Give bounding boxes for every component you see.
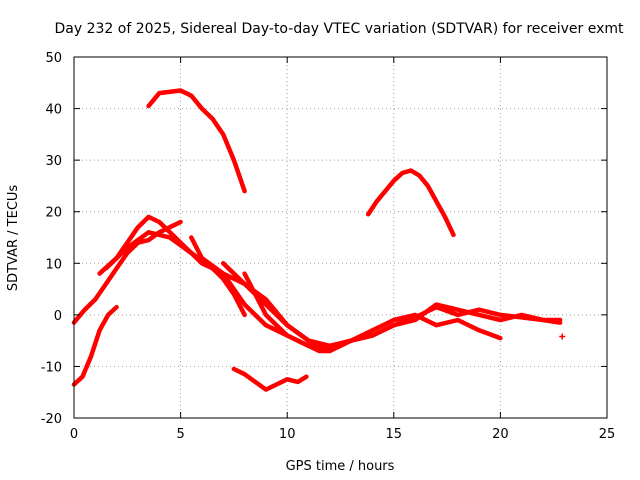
x-tick-label: 5 xyxy=(176,427,184,442)
series-pass-i xyxy=(231,366,309,392)
x-tick-label: 25 xyxy=(599,427,616,442)
plus-marker xyxy=(559,333,566,340)
series-pass-g xyxy=(220,261,563,349)
y-tick-label: 30 xyxy=(45,154,62,169)
series-pass-c xyxy=(97,214,247,318)
series-pass-j xyxy=(365,168,456,238)
series-pass-h xyxy=(242,271,563,351)
y-tick-label: 10 xyxy=(45,257,62,272)
y-tick-label: -10 xyxy=(41,360,62,375)
plot-frame xyxy=(73,56,608,419)
series-pass-a xyxy=(71,304,119,387)
y-tick-label: 20 xyxy=(45,206,62,221)
y-tick-label: 0 xyxy=(54,309,62,324)
x-tick-label: 0 xyxy=(70,427,78,442)
x-tick-label: 15 xyxy=(386,427,403,442)
axis-ticks: 0 5 10 15 20 25 -20 -10 0 10 20 30 40 50 xyxy=(41,51,616,442)
chart-title: Day 232 of 2025, Sidereal Day-to-day VTE… xyxy=(55,21,625,37)
x-tick-label: 20 xyxy=(492,427,509,442)
x-axis-label: GPS time / hours xyxy=(286,459,395,474)
y-tick-label: 40 xyxy=(45,103,62,118)
y-axis-label: SDTVAR / TECUs xyxy=(6,185,21,292)
series-pass-e xyxy=(146,88,247,194)
y-tick-label: 50 xyxy=(45,51,62,66)
x-tick-label: 10 xyxy=(279,427,296,442)
y-tick-label: -20 xyxy=(41,412,62,427)
series-pass-b xyxy=(71,219,183,325)
data-markers xyxy=(559,333,566,340)
data-traces xyxy=(71,88,563,392)
